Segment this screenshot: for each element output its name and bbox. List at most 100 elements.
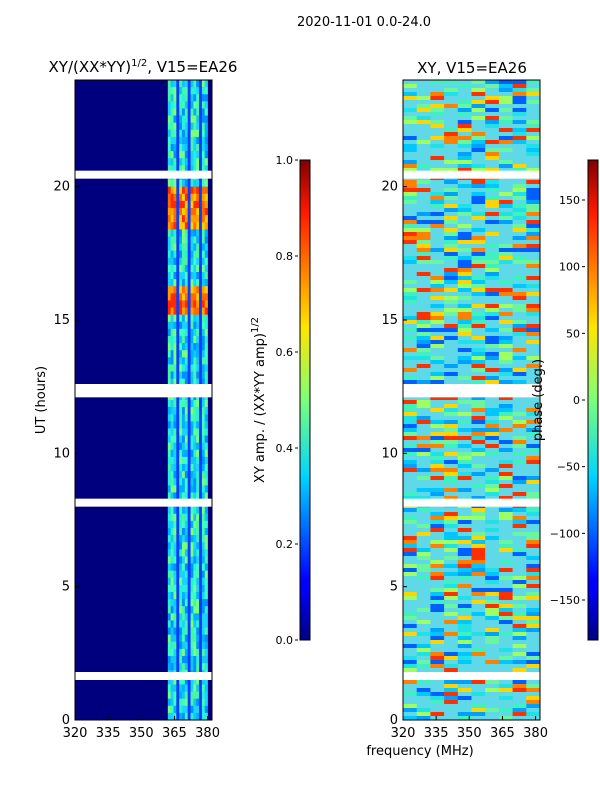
amplitude-cell [170, 485, 174, 493]
phase-cell [444, 84, 459, 89]
amplitude-cell [184, 584, 188, 593]
phase-cell [526, 520, 541, 525]
amplitude-cell [176, 350, 180, 358]
phase-cell [498, 216, 513, 221]
phase-cell [526, 136, 541, 141]
amplitude-cell [199, 471, 203, 479]
phase-cell [512, 608, 527, 613]
phase-cell [430, 520, 445, 525]
phase-cell [444, 604, 459, 609]
phase-cell [498, 168, 513, 173]
phase-cell [485, 380, 500, 385]
phase-cell [403, 460, 417, 465]
amplitude-cell [170, 705, 174, 714]
amplitude-cell [193, 712, 197, 721]
amplitude-cell [201, 520, 206, 529]
phase-cell [444, 700, 459, 705]
amplitude-cell [193, 677, 197, 685]
amplitude-cell [179, 293, 183, 301]
amplitude-cell [170, 634, 174, 643]
amplitude-cell [187, 321, 191, 330]
amplitude-cell [190, 712, 194, 721]
amplitude-cell [190, 371, 194, 379]
phase-cell [512, 612, 527, 617]
amplitude-cell [199, 186, 203, 195]
amplitude-cell [196, 641, 200, 650]
amplitude-cell [173, 485, 177, 493]
phase-cell [430, 464, 445, 469]
amplitude-cell [167, 712, 171, 721]
amplitude-cell [182, 300, 186, 308]
amplitude-cell [204, 563, 208, 571]
phase-cell [512, 252, 527, 257]
amplitude-cell [190, 94, 194, 102]
phase-cell [498, 612, 513, 617]
amplitude-cell [193, 144, 197, 152]
phase-cell [444, 308, 459, 313]
phase-cell [498, 408, 513, 413]
amplitude-cell [199, 428, 203, 436]
phase-cell [416, 528, 431, 533]
phase-colorbar [587, 159, 599, 641]
colorbar-tick-label: 0.0 [276, 634, 294, 647]
amplitude-cell [201, 684, 206, 692]
phase-cell [444, 140, 459, 145]
phase-cell [498, 396, 513, 401]
amplitude-cell [184, 698, 188, 707]
amplitude-cell [196, 200, 200, 209]
amplitude-cell [204, 584, 208, 593]
phase-cell [526, 300, 541, 305]
phase-cell [471, 652, 486, 657]
phase-cell [512, 360, 527, 365]
phase-cell [416, 656, 431, 661]
phase-cell [512, 532, 527, 537]
amplitude-cell [199, 634, 203, 643]
phase-cell [430, 304, 445, 309]
amplitude-cell [196, 705, 200, 714]
phase-cell [430, 600, 445, 605]
phase-cell [416, 216, 431, 221]
amplitude-cell [179, 513, 183, 522]
y-tick-label: 5 [62, 580, 70, 595]
phase-cell [444, 448, 459, 453]
amplitude-cell [184, 535, 188, 543]
phase-cell [416, 436, 431, 441]
amplitude-cell [184, 691, 188, 699]
phase-cell [512, 664, 527, 669]
amplitude-cell [176, 314, 180, 323]
amplitude-cell [187, 272, 191, 280]
phase-cell [471, 608, 486, 613]
amplitude-cell [173, 712, 177, 721]
phase-cell [471, 668, 486, 673]
phase-cell [403, 532, 417, 537]
phase-cell [471, 644, 486, 649]
phase-cell [403, 664, 417, 669]
phase-cell [457, 708, 472, 713]
amplitude-cell [190, 485, 194, 493]
amplitude-cell [204, 712, 208, 721]
amplitude-cell [170, 144, 174, 152]
phase-cell [416, 452, 431, 457]
phase-cell [403, 316, 417, 321]
phase-cell [457, 152, 472, 157]
amplitude-cell [179, 236, 183, 244]
phase-cell [512, 420, 527, 425]
phase-cell [512, 276, 527, 281]
phase-cell [444, 444, 459, 449]
amplitude-cell [199, 264, 203, 273]
amplitude-cell [184, 428, 188, 436]
amplitude-cell [193, 428, 197, 436]
amplitude-cell [173, 570, 177, 579]
phase-cell [471, 520, 486, 525]
phase-cell [416, 372, 431, 377]
phase-cell [457, 224, 472, 229]
amplitude-cell [193, 257, 197, 266]
phase-cell [403, 588, 417, 593]
phase-cell [498, 280, 513, 285]
amplitude-cell [182, 144, 186, 152]
amplitude-cell [170, 556, 174, 564]
amplitude-cell [179, 314, 183, 323]
amplitude-title: XY/(XX*YY)1/2, V15=EA26 [49, 58, 238, 76]
phase-cell [471, 540, 486, 545]
amplitude-cell [167, 464, 171, 472]
